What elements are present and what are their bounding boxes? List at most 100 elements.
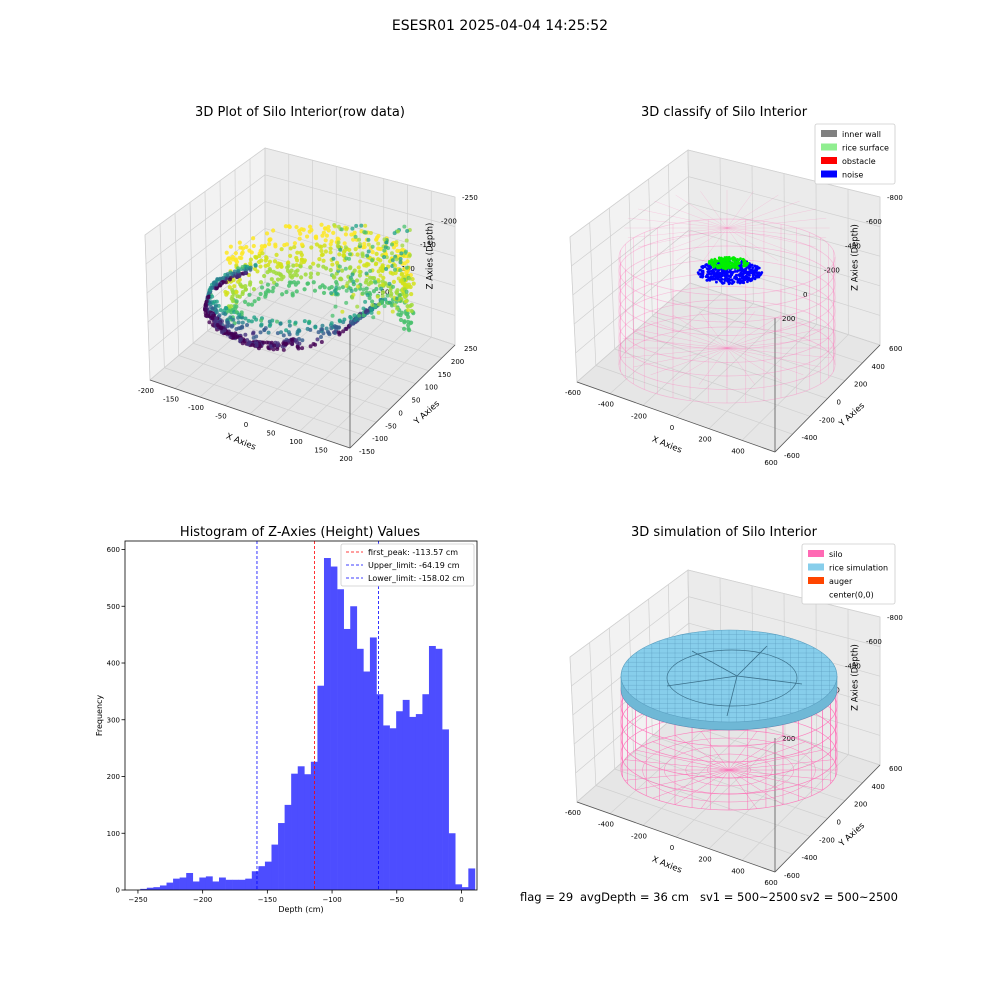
scatter-point xyxy=(393,263,398,268)
z-tick-label: -800 xyxy=(887,614,903,622)
scatter-point xyxy=(240,264,245,269)
histogram-bar xyxy=(238,879,246,890)
scatter-point xyxy=(394,240,399,245)
histogram-bar xyxy=(369,637,377,890)
rice-surface-point xyxy=(736,266,740,270)
grid-line xyxy=(667,164,672,300)
scatter-point xyxy=(254,317,259,322)
scatter-point xyxy=(357,313,362,318)
scatter-point xyxy=(379,286,384,291)
silo-line xyxy=(728,735,784,771)
scatter-point xyxy=(253,262,258,267)
chart3-title: Histogram of Z-Axies (Height) Values xyxy=(180,525,420,540)
scatter-point xyxy=(328,268,333,273)
axis-line xyxy=(576,801,776,873)
noise-point xyxy=(712,274,716,278)
scatter-point xyxy=(225,257,231,262)
noise-point xyxy=(742,270,746,273)
scatter-point xyxy=(411,281,416,286)
grid-line xyxy=(224,305,337,406)
scatter-point xyxy=(275,343,280,348)
scatter-point xyxy=(215,277,220,282)
scatter-point xyxy=(311,280,316,285)
scatter-point xyxy=(221,275,226,280)
scatter-point xyxy=(404,311,409,316)
wall-line xyxy=(638,208,728,229)
scatter-point xyxy=(380,290,386,295)
scatter-point xyxy=(354,278,360,283)
scatter-point xyxy=(337,252,342,257)
scatter-point xyxy=(219,330,224,335)
wall-line xyxy=(726,191,754,229)
scatter-point xyxy=(292,241,297,246)
scatter-point xyxy=(405,268,410,274)
scatter-point xyxy=(243,316,248,321)
scatter-point xyxy=(311,341,316,346)
histogram-bar xyxy=(383,725,390,890)
scatter-point xyxy=(248,280,253,285)
rice-surface-point xyxy=(731,258,735,262)
silo-ring xyxy=(685,753,773,787)
wall-line xyxy=(698,311,728,349)
scatter-point xyxy=(288,246,293,251)
rice-surface-point xyxy=(742,261,746,265)
scatter-point xyxy=(240,284,245,289)
scatter-point xyxy=(234,335,239,340)
scatter-point xyxy=(275,264,280,270)
scatter-point xyxy=(283,224,288,229)
scatter-point xyxy=(330,313,335,318)
scatter-point xyxy=(404,289,409,294)
scatter-point xyxy=(366,249,371,254)
scatter-point xyxy=(357,269,362,274)
histogram-bar xyxy=(435,648,443,890)
scatter-point xyxy=(406,307,411,312)
scatter-point xyxy=(256,296,261,301)
scatter-point xyxy=(269,277,274,282)
scatter-point xyxy=(341,320,346,325)
scatter-point xyxy=(266,241,272,247)
scatter-point xyxy=(230,299,236,304)
noise-point xyxy=(707,264,711,268)
scatter-point xyxy=(236,269,241,274)
scatter-point xyxy=(361,287,366,292)
chart1-points xyxy=(203,222,416,352)
wall-line xyxy=(650,347,728,376)
scatter-point xyxy=(245,322,250,327)
scatter-point xyxy=(265,269,270,275)
scatter-point xyxy=(341,329,346,334)
scatter-point xyxy=(338,276,343,282)
legend-swatch xyxy=(821,157,837,164)
histogram-bar xyxy=(415,714,423,890)
scatter-point xyxy=(313,325,318,330)
histogram-bar xyxy=(409,716,417,890)
rice-surface-point xyxy=(736,259,740,263)
scatter-point xyxy=(340,268,345,273)
x-tick-label: 600 xyxy=(764,879,777,887)
grid-line xyxy=(299,328,408,432)
wall-line xyxy=(622,337,728,349)
noise-point xyxy=(755,265,759,269)
chart4-rice-simulation xyxy=(620,629,838,731)
scatter-point xyxy=(366,237,371,242)
rice-surface-point xyxy=(728,264,732,268)
scatter-point xyxy=(349,277,354,282)
histogram-bar xyxy=(179,877,187,890)
noise-point xyxy=(739,279,743,283)
scatter-point xyxy=(274,282,279,287)
scatter-point xyxy=(324,326,329,331)
scatter-point xyxy=(227,277,232,282)
scatter-point xyxy=(286,283,292,288)
scatter-point xyxy=(336,244,341,249)
scatter-point xyxy=(353,287,358,292)
scatter-point xyxy=(275,331,280,336)
scatter-point xyxy=(383,297,388,302)
scatter-point xyxy=(204,299,209,304)
noise-point xyxy=(728,268,732,272)
x-tick-label: 600 xyxy=(764,459,777,467)
silo-line xyxy=(700,769,730,809)
scatter-point xyxy=(373,280,378,285)
scatter-point xyxy=(398,317,404,323)
z-axis-label: Z Axies (Depth) xyxy=(426,223,436,290)
scatter-point xyxy=(315,271,321,276)
z-tick-label: -250 xyxy=(462,194,478,202)
